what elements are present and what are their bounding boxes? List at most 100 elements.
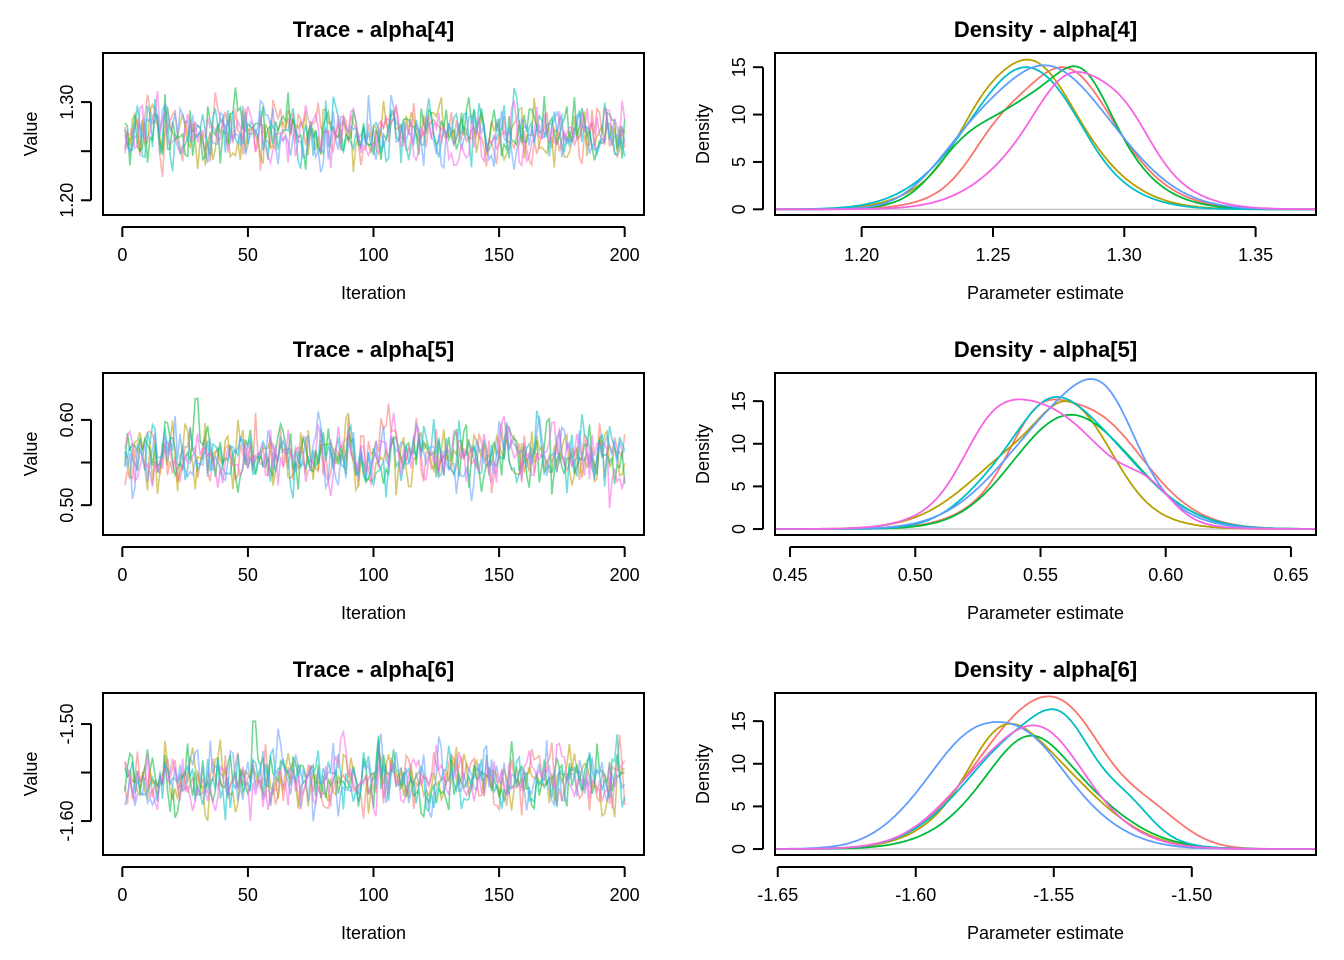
- y-axis-label: Density: [693, 424, 713, 484]
- density-curve-chain-5: [775, 378, 1316, 530]
- x-tick-label: 1.30: [1107, 245, 1142, 265]
- x-tick-label: 100: [358, 245, 388, 265]
- x-axis-label: Parameter estimate: [967, 923, 1124, 943]
- density-curve-chain-1: [775, 398, 1316, 530]
- plot-frame: [102, 372, 645, 536]
- x-tick-label: -1.50: [1171, 885, 1212, 905]
- y-tick-label: 0: [729, 204, 749, 214]
- y-tick-label: 0.50: [57, 488, 77, 523]
- x-axis-label: Iteration: [341, 283, 406, 303]
- trace-panel-0: Trace - alpha[4] Iteration Value 0 50 100 150 2…: [21, 17, 645, 303]
- x-tick-label: 200: [610, 245, 640, 265]
- plot-frame: [102, 52, 645, 216]
- y-tick-label: 0: [729, 844, 749, 854]
- x-tick-label: 150: [484, 565, 514, 585]
- x-tick-label: 0: [117, 565, 127, 585]
- x-tick-label: 200: [610, 565, 640, 585]
- plot-area: [775, 695, 1316, 850]
- x-tick-label: 200: [610, 885, 640, 905]
- x-axis-label: Iteration: [341, 923, 406, 943]
- y-tick-label: 5: [729, 157, 749, 167]
- y-tick-label: 0.60: [57, 402, 77, 437]
- x-tick-label: -1.60: [895, 885, 936, 905]
- panel-title: Density - alpha[5]: [954, 337, 1137, 362]
- plot-frame: [774, 372, 1317, 536]
- x-axis-label: Parameter estimate: [967, 603, 1124, 623]
- density-curve-chain-2: [775, 400, 1316, 530]
- density-curve-chain-6: [775, 724, 1316, 850]
- panel-title: Density - alpha[4]: [954, 17, 1137, 42]
- x-axis-label: Parameter estimate: [967, 283, 1124, 303]
- density-curve-chain-1: [775, 695, 1316, 850]
- density-curve-chain-4: [775, 395, 1316, 530]
- y-tick-label: -1.60: [57, 801, 77, 842]
- x-tick-label: 0.60: [1148, 565, 1183, 585]
- x-axis-label: Iteration: [341, 603, 406, 623]
- density-panel-1: Density - alpha[4] Parameter estimate Dens…: [693, 17, 1317, 303]
- plot-frame: [102, 692, 645, 856]
- density-curve-chain-4: [775, 66, 1316, 211]
- plot-area: [775, 378, 1316, 530]
- plot-frame: [774, 692, 1317, 856]
- x-tick-label: 0: [117, 885, 127, 905]
- x-tick-label: 100: [358, 885, 388, 905]
- plot-area: [124, 397, 626, 509]
- density-curve-chain-5: [775, 64, 1316, 211]
- plot-frame: [774, 52, 1317, 216]
- x-tick-label: 0.45: [773, 565, 808, 585]
- y-tick-label: 10: [729, 105, 749, 125]
- y-axis-label: Density: [693, 744, 713, 804]
- y-axis-label: Value: [21, 432, 41, 477]
- x-tick-label: -1.55: [1033, 885, 1074, 905]
- density-curve-chain-1: [775, 66, 1316, 211]
- x-tick-label: 0.50: [898, 565, 933, 585]
- x-tick-label: 100: [358, 565, 388, 585]
- x-tick-label: 0.55: [1023, 565, 1058, 585]
- y-tick-label: 5: [729, 801, 749, 811]
- y-tick-label: 5: [729, 481, 749, 491]
- y-tick-label: 15: [729, 391, 749, 411]
- x-tick-label: 150: [484, 885, 514, 905]
- trace-line-chain-6: [124, 90, 626, 169]
- panel-title: Trace - alpha[5]: [293, 337, 454, 362]
- x-tick-label: 0.65: [1273, 565, 1308, 585]
- x-tick-label: 1.20: [844, 245, 879, 265]
- trace-line-chain-5: [124, 411, 626, 502]
- panel-title: Trace - alpha[4]: [293, 17, 454, 42]
- y-tick-label: 0: [729, 524, 749, 534]
- x-tick-label: 1.35: [1238, 245, 1273, 265]
- plot-area: [124, 87, 626, 177]
- y-tick-label: 15: [729, 711, 749, 731]
- y-tick-label: -1.50: [57, 704, 77, 745]
- trace-panel-2: Trace - alpha[5] Iteration Value 0 50 100 150 2…: [21, 337, 645, 623]
- y-tick-label: 10: [729, 434, 749, 454]
- density-curve-chain-6: [775, 70, 1316, 211]
- y-tick-label: 1.20: [57, 183, 77, 218]
- y-axis-label: Value: [21, 112, 41, 157]
- density-curve-chain-3: [775, 413, 1316, 530]
- panel-title: Trace - alpha[6]: [293, 657, 454, 682]
- plot-area: [775, 58, 1316, 211]
- density-panel-3: Density - alpha[5] Parameter estimate Dens…: [693, 337, 1317, 623]
- x-tick-label: 50: [238, 245, 258, 265]
- density-panel-5: Density - alpha[6] Parameter estimate Dens…: [693, 657, 1317, 943]
- y-axis-label: Density: [693, 104, 713, 164]
- y-tick-label: 1.30: [57, 85, 77, 120]
- density-curve-chain-6: [775, 398, 1316, 530]
- x-tick-label: 150: [484, 245, 514, 265]
- x-tick-label: 50: [238, 565, 258, 585]
- trace-line-chain-4: [124, 87, 626, 172]
- trace-panel-4: Trace - alpha[6] Iteration Value 0 50 100 150 2…: [21, 657, 645, 943]
- x-tick-label: 1.25: [975, 245, 1010, 265]
- x-tick-label: 0: [117, 245, 127, 265]
- trace-line-chain-4: [124, 410, 626, 499]
- y-tick-label: 10: [729, 754, 749, 774]
- x-tick-label: -1.65: [757, 885, 798, 905]
- y-tick-label: 15: [729, 57, 749, 77]
- x-tick-label: 50: [238, 885, 258, 905]
- trace-line-chain-6: [124, 729, 626, 821]
- density-curve-chain-3: [775, 734, 1316, 850]
- plot-area: [124, 720, 626, 822]
- density-curve-chain-4: [775, 708, 1316, 850]
